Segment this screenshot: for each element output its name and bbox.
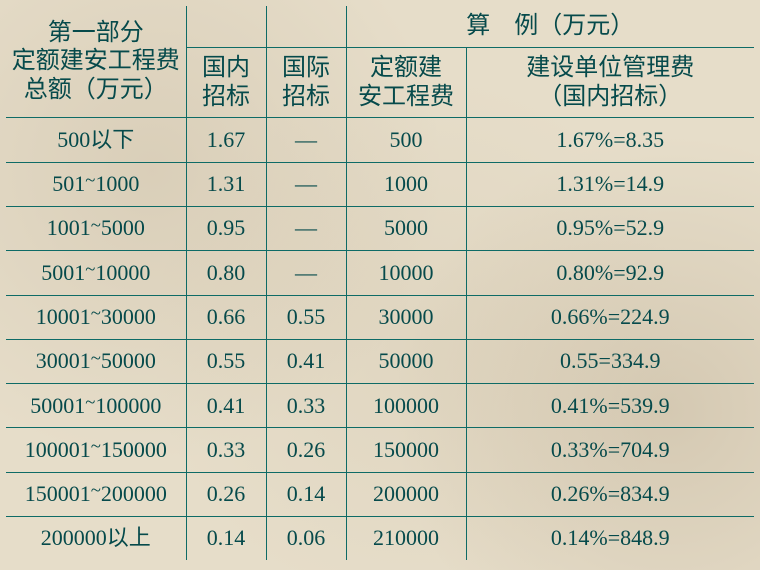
table-row: 5001~100000.80—100000.80%=92.9 [6, 251, 754, 295]
header-empty-cell [186, 6, 266, 47]
header-line: 国内 [202, 55, 250, 81]
cell-domestic: 0.80 [186, 251, 266, 295]
fee-rate-table: 第一部分 定额建安工程费 总额（万元） 算 例（万元） 国内 招标 国际 招标 … [6, 6, 754, 560]
header-line: 建设单位管理费 [526, 55, 694, 81]
table-row: 150001~2000000.260.142000000.26%=834.9 [6, 472, 754, 516]
cell-intl: 0.06 [266, 516, 346, 560]
header-line: 定额建安工程费 [12, 48, 180, 74]
cell-fee: 1000 [346, 162, 466, 206]
cell-fee: 10000 [346, 251, 466, 295]
header-total-fee: 第一部分 定额建安工程费 总额（万元） [6, 6, 186, 118]
cell-fee: 150000 [346, 428, 466, 472]
table-row: 50001~1000000.410.331000000.41%=539.9 [6, 384, 754, 428]
cell-range: 1001~5000 [6, 206, 186, 250]
cell-calc: 0.55=334.9 [466, 339, 754, 383]
cell-calc: 0.66%=224.9 [466, 295, 754, 339]
cell-intl: 0.14 [266, 472, 346, 516]
cell-domestic: 0.95 [186, 206, 266, 250]
cell-fee: 30000 [346, 295, 466, 339]
header-line: 第一部分 [48, 20, 144, 46]
cell-range: 30001~50000 [6, 339, 186, 383]
header-intl-bid: 国际 招标 [266, 47, 346, 118]
cell-domestic: 1.31 [186, 162, 266, 206]
cell-intl: 0.55 [266, 295, 346, 339]
cell-intl: 0.33 [266, 384, 346, 428]
cell-calc: 0.80%=92.9 [466, 251, 754, 295]
header-line: 招标 [202, 84, 250, 110]
cell-range: 501~1000 [6, 162, 186, 206]
table-row: 1001~50000.95—50000.95%=52.9 [6, 206, 754, 250]
table-row: 30001~500000.550.41500000.55=334.9 [6, 339, 754, 383]
cell-domestic: 0.66 [186, 295, 266, 339]
header-domestic-bid: 国内 招标 [186, 47, 266, 118]
header-line: 安工程费 [358, 84, 454, 110]
cell-intl: 0.26 [266, 428, 346, 472]
cell-intl: — [266, 162, 346, 206]
cell-fee: 500 [346, 118, 466, 162]
header-line: 定额建 [370, 55, 442, 81]
cell-fee: 100000 [346, 384, 466, 428]
cell-calc: 0.33%=704.9 [466, 428, 754, 472]
cell-fee: 50000 [346, 339, 466, 383]
header-example-group: 算 例（万元） [346, 6, 754, 47]
header-mgmt-fee: 建设单位管理费 （国内招标） [466, 47, 754, 118]
cell-range: 200000以上 [6, 516, 186, 560]
cell-range: 150001~200000 [6, 472, 186, 516]
cell-calc: 1.31%=14.9 [466, 162, 754, 206]
cell-intl: — [266, 206, 346, 250]
cell-intl: — [266, 118, 346, 162]
header-empty-cell [266, 6, 346, 47]
cell-range: 10001~30000 [6, 295, 186, 339]
cell-fee: 210000 [346, 516, 466, 560]
cell-intl: 0.41 [266, 339, 346, 383]
cell-fee: 200000 [346, 472, 466, 516]
table-row: 10001~300000.660.55300000.66%=224.9 [6, 295, 754, 339]
table-row: 501~10001.31—10001.31%=14.9 [6, 162, 754, 206]
header-line: 总额（万元） [24, 77, 168, 103]
header-line: 招标 [282, 84, 330, 110]
cell-range: 500以下 [6, 118, 186, 162]
cell-calc: 1.67%=8.35 [466, 118, 754, 162]
cell-calc: 0.41%=539.9 [466, 384, 754, 428]
cell-calc: 0.14%=848.9 [466, 516, 754, 560]
table-row: 500以下1.67—5001.67%=8.35 [6, 118, 754, 162]
table-header: 第一部分 定额建安工程费 总额（万元） 算 例（万元） 国内 招标 国际 招标 … [6, 6, 754, 118]
header-line: 国际 [282, 55, 330, 81]
cell-calc: 0.95%=52.9 [466, 206, 754, 250]
cell-domestic: 1.67 [186, 118, 266, 162]
cell-calc: 0.26%=834.9 [466, 472, 754, 516]
table-row: 100001~1500000.330.261500000.33%=704.9 [6, 428, 754, 472]
cell-domestic: 0.41 [186, 384, 266, 428]
cell-domestic: 0.55 [186, 339, 266, 383]
cell-range: 5001~10000 [6, 251, 186, 295]
table-body: 500以下1.67—5001.67%=8.35501~10001.31—1000… [6, 118, 754, 560]
cell-intl: — [266, 251, 346, 295]
cell-domestic: 0.33 [186, 428, 266, 472]
table-row: 200000以上0.140.062100000.14%=848.9 [6, 516, 754, 560]
cell-fee: 5000 [346, 206, 466, 250]
cell-range: 100001~150000 [6, 428, 186, 472]
cell-domestic: 0.26 [186, 472, 266, 516]
header-line: （国内招标） [538, 84, 682, 110]
cell-range: 50001~100000 [6, 384, 186, 428]
cell-domestic: 0.14 [186, 516, 266, 560]
header-quota-fee: 定额建 安工程费 [346, 47, 466, 118]
